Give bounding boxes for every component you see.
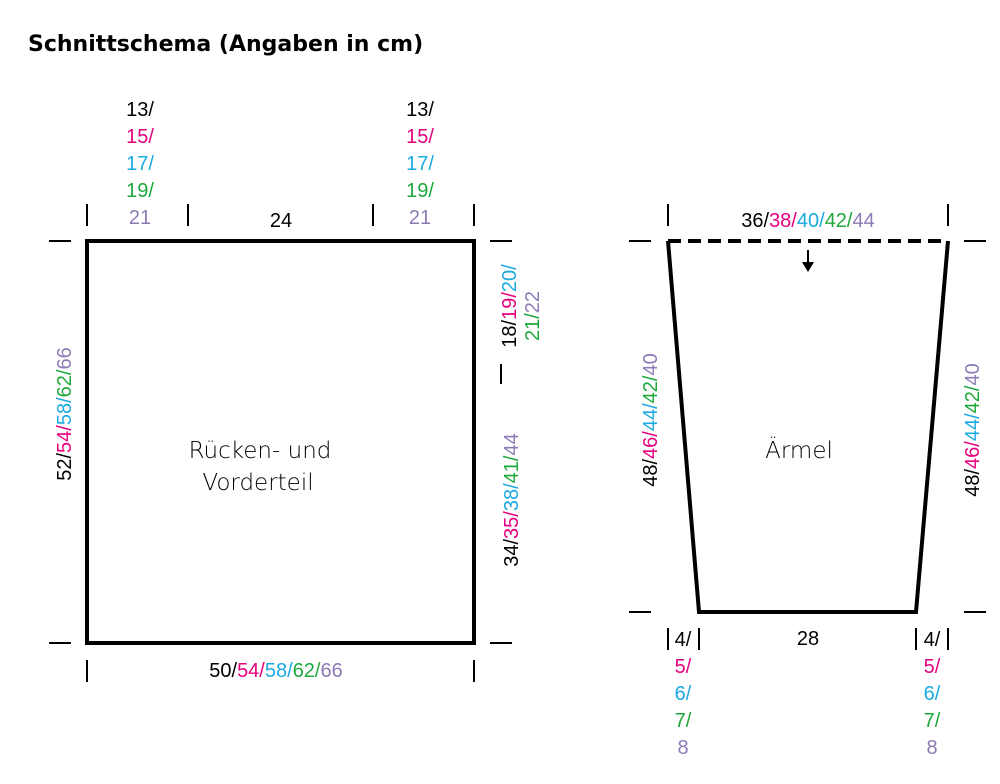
sleeve-outline [666,240,950,614]
sleeve-length-right: 48/46/44/42/40 [962,363,984,497]
size-value: 46/ [640,431,662,459]
size-value: 21 [409,207,431,229]
size-value: 5/ [924,656,941,678]
size-value: 19/ [406,180,434,202]
armhole-depth-continued: 21/22 [522,291,544,341]
shoulder-right-width: 13/15/17/19/21 [406,99,434,229]
size-value: 4/ [675,629,692,651]
body-top-ticks [86,204,475,226]
size-value: 62/ [293,660,321,682]
size-value: 17/ [126,153,154,175]
body-bottom-ticks [86,660,475,682]
size-value: 22 [522,291,544,313]
size-value: 6/ [675,683,692,705]
size-value: 44/ [640,403,662,431]
sleeve-inset-right: 4/5/6/7/8 [924,629,941,759]
size-value: 18/ [499,319,521,347]
size-value: 54/ [237,660,265,682]
sleeve-inset-brackets [667,628,949,650]
neck-width: 24 [270,210,292,232]
body-right-ticks [490,240,512,644]
sleeve-ticks [629,204,986,613]
size-value: 66 [54,347,76,369]
size-value: 48/ [962,469,984,497]
body-bottom-width: 50/54/58/62/66 [209,660,343,682]
size-value: 21/ [522,313,544,341]
size-value: 8 [926,737,937,759]
diagram-title: Schnittschema (Angaben in cm) [28,32,424,57]
body-total-length: 52/54/58/62/66 [54,347,76,481]
size-value: 62/ [54,369,76,397]
body-side-length: 34/35/38/41/44 [501,433,523,567]
size-value: 8 [677,737,688,759]
size-value: 19/ [126,180,154,202]
size-value: 35/ [501,511,523,539]
size-value: 20/ [499,264,521,292]
body-left-ticks [49,240,71,644]
size-value: 38/ [501,483,523,511]
size-value: 7/ [924,710,941,732]
size-value: 41/ [501,455,523,483]
sleeve-inset-left: 4/5/6/7/8 [675,629,692,759]
size-value: 13/ [406,99,434,121]
size-value: 58/ [265,660,293,682]
size-value: 15/ [406,126,434,148]
size-value: 40 [962,363,984,385]
size-value: 48/ [640,459,662,487]
size-value: 21 [129,207,151,229]
size-value: 50/ [209,660,237,682]
size-value: 42/ [962,385,984,413]
shoulder-left-width: 13/15/17/19/21 [126,99,154,229]
body-piece-label-line2: Vorderteil [202,470,313,496]
sleeve-direction-arrow-icon [802,250,814,272]
sleeve-bottom-width: 28 [797,628,819,650]
sleeve-label: Ärmel [765,436,833,464]
size-value: 44/ [962,413,984,441]
sleeve-length-left: 48/46/44/42/40 [640,353,662,487]
size-value: 38/ [769,210,797,232]
size-value: 44 [853,210,875,232]
size-value: 34/ [501,539,523,567]
size-value: 4/ [924,629,941,651]
size-value: 58/ [54,397,76,425]
body-piece-label-line1: Rücken- und [189,438,332,464]
size-value: 7/ [675,710,692,732]
sleeve-top-width: 36/38/40/42/44 [741,210,875,232]
size-value: 52/ [54,453,76,481]
size-value: 5/ [675,656,692,678]
body-piece-outline [85,239,476,645]
size-value: 46/ [962,441,984,469]
size-value: 17/ [406,153,434,175]
size-value: 44 [501,433,523,455]
size-value: 15/ [126,126,154,148]
size-value: 6/ [924,683,941,705]
size-value: 66 [321,660,343,682]
size-value: 19/ [499,292,521,320]
size-value: 40 [640,353,662,375]
size-value: 42/ [640,375,662,403]
size-value: 36/ [741,210,769,232]
size-value: 13/ [126,99,154,121]
size-value: 42/ [825,210,853,232]
size-value: 40/ [797,210,825,232]
size-value: 54/ [54,425,76,453]
armhole-depth: 18/19/20/ [499,264,521,348]
